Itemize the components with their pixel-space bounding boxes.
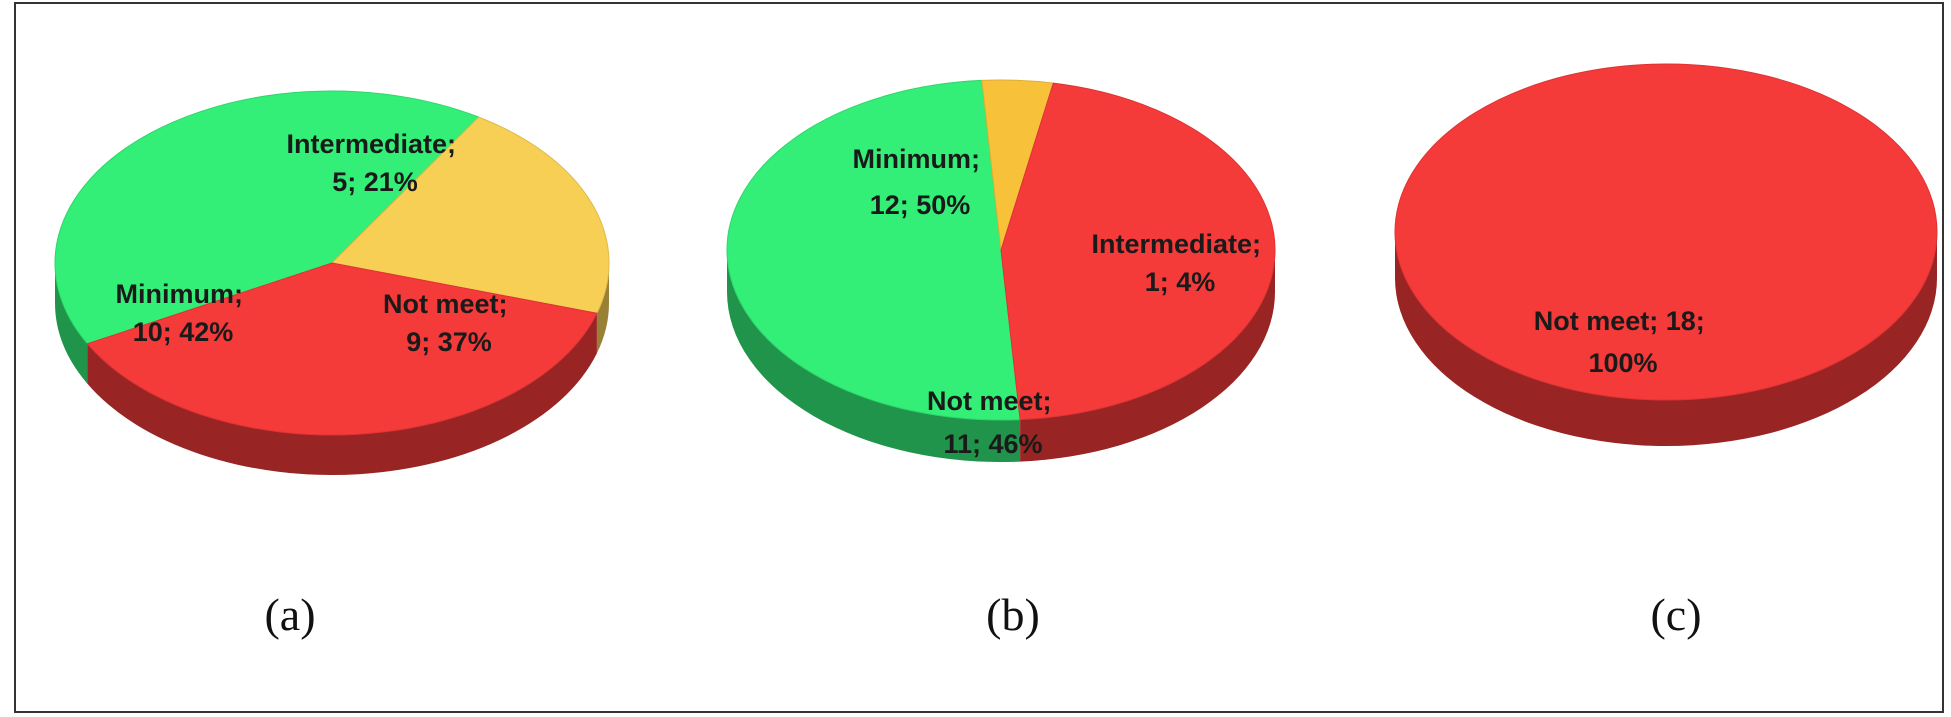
pie-a-slice-minimum [54,90,480,345]
label-a-minimum: Minimum; 10; 42% [115,279,250,347]
pie-a-side-intermediate [596,263,609,354]
label-a-not-meet: Not meet; 9; 37% [383,289,515,357]
pie-c-side-not-meet [1395,232,1937,446]
label-b-not-meet: Not meet; 11; 46% [927,386,1059,459]
pie-a-side-minimum [55,263,88,384]
pie-b-side-not-meet [1020,250,1275,462]
pie-b-side-minimum [727,250,1021,462]
pie-b-slice-minimum [726,79,1021,421]
label-b-intermediate: Intermediate; 1; 4% [1091,229,1268,297]
pie-b-slice-not-meet [1000,82,1276,421]
pie-chart-a: Intermediate; 5; 21% Minimum; 10; 42% No… [54,90,610,640]
label-b-minimum: Minimum; 12; 50% [852,144,987,220]
pie-chart-b: Minimum; 12; 50% Intermediate; 1; 4% Not… [726,79,1276,640]
caption-c: (c) [1650,589,1701,640]
pie-c-slice-not-meet [1394,63,1938,401]
caption-a: (a) [264,589,315,640]
label-a-intermediate: Intermediate; 5; 21% [286,129,463,197]
pie-a-slice-not-meet [86,262,598,436]
pie-chart-c: Not meet; 18; 100% (c) [1394,63,1938,640]
caption-b: (b) [986,589,1040,640]
pie-a-slice-intermediate [330,116,610,314]
label-c-not-meet: Not meet; 18; 100% [1534,306,1713,378]
pie-a-side-not-meet [87,313,597,475]
